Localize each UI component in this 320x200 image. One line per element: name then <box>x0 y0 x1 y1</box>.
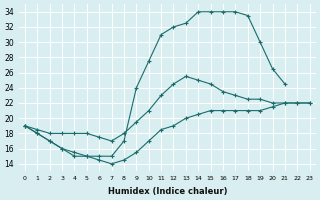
X-axis label: Humidex (Indice chaleur): Humidex (Indice chaleur) <box>108 187 227 196</box>
